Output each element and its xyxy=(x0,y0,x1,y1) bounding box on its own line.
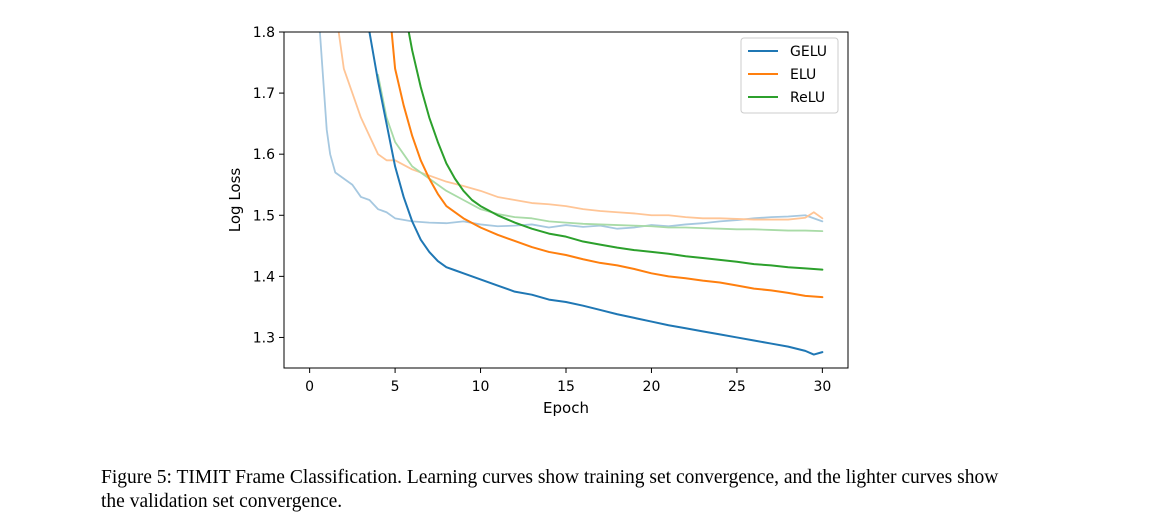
legend-label-gelu: GELU xyxy=(790,44,827,60)
x-tick-label: 10 xyxy=(472,379,490,395)
y-tick-label: 1.7 xyxy=(253,86,275,102)
y-tick-label: 1.8 xyxy=(253,25,275,41)
x-axis-ticks: 0 5 10 15 20 25 30 xyxy=(305,368,831,395)
figure-caption: Figure 5: TIMIT Frame Classification. Le… xyxy=(101,467,999,512)
y-tick-label: 1.6 xyxy=(253,147,275,163)
x-tick-label: 20 xyxy=(643,379,661,395)
y-axis-ticks: 1.3 1.4 1.5 1.6 1.7 1.8 xyxy=(253,25,284,346)
legend: GELU ELU ReLU xyxy=(740,37,839,114)
series-line-gelu xyxy=(368,32,824,356)
x-tick-label: 0 xyxy=(305,379,314,395)
x-tick-label: 25 xyxy=(728,379,746,395)
series-line-elu xyxy=(390,32,824,299)
y-axis-label: Log Loss xyxy=(226,168,244,233)
series-line-elu-validation xyxy=(337,32,824,221)
legend-label-elu: ELU xyxy=(790,67,816,83)
legend-label-relu: ReLU xyxy=(790,90,825,106)
series-layer xyxy=(318,32,824,356)
series-line-relu xyxy=(407,32,824,271)
learning-curve-chart: 0 5 10 15 20 25 30 1.3 1.4 1.5 1.6 1.7 1.8 Epoch Lo… xyxy=(226,25,849,417)
x-tick-label: 30 xyxy=(813,379,831,395)
y-tick-label: 1.4 xyxy=(253,269,275,285)
x-tick-label: 15 xyxy=(557,379,575,395)
y-tick-label: 1.3 xyxy=(253,330,275,346)
x-axis-label: Epoch xyxy=(543,399,589,417)
legend-box xyxy=(740,37,839,114)
x-tick-label: 5 xyxy=(391,379,400,395)
series-line-relu-validation xyxy=(377,73,824,233)
series-line-gelu-validation xyxy=(318,32,824,230)
y-tick-label: 1.5 xyxy=(253,208,275,224)
